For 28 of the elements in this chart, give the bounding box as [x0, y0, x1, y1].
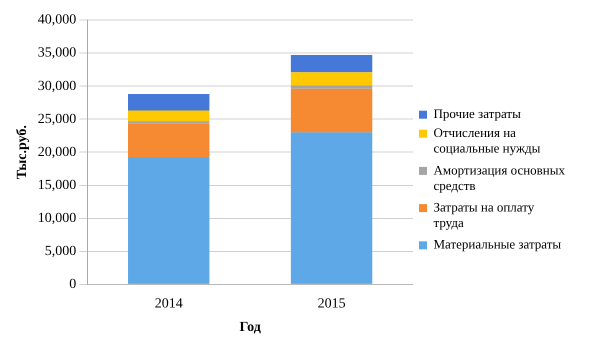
legend-label: Отчисления на социальные нужды [433, 125, 541, 156]
bar [290, 88, 372, 132]
y-tick-label: 25,000 [38, 112, 76, 127]
legend-label: Материальные затраты [433, 236, 562, 252]
y-tick-label: 0 [69, 277, 76, 292]
x-axis-title: Год [239, 320, 261, 336]
legend-label: Прочие затраты [433, 106, 522, 122]
y-axis-title: Тыс.руб. [15, 125, 30, 180]
y-tick-label: 40,000 [38, 12, 76, 28]
x-tick-label: 2015 [318, 296, 346, 312]
bar [290, 72, 372, 86]
y-tick-label: 15,000 [38, 178, 76, 193]
bar [290, 132, 372, 284]
bar [128, 110, 210, 122]
y-tick-label: 10,000 [38, 210, 76, 226]
legend-label: Затраты на оплату труда [433, 200, 535, 230]
y-tick-label: 30,000 [38, 78, 76, 94]
y-tick-label: 35,000 [38, 46, 76, 61]
bar [128, 121, 210, 124]
bar [128, 124, 210, 158]
y-tick-label: 20,000 [38, 144, 76, 160]
x-tick-label: 2014 [154, 296, 183, 312]
bar [128, 94, 210, 111]
y-tick-label: 5,000 [44, 244, 76, 260]
bar [290, 55, 372, 72]
bar [128, 157, 210, 284]
bar [290, 85, 372, 89]
legend-label: Амортизация основных средств [433, 162, 566, 193]
